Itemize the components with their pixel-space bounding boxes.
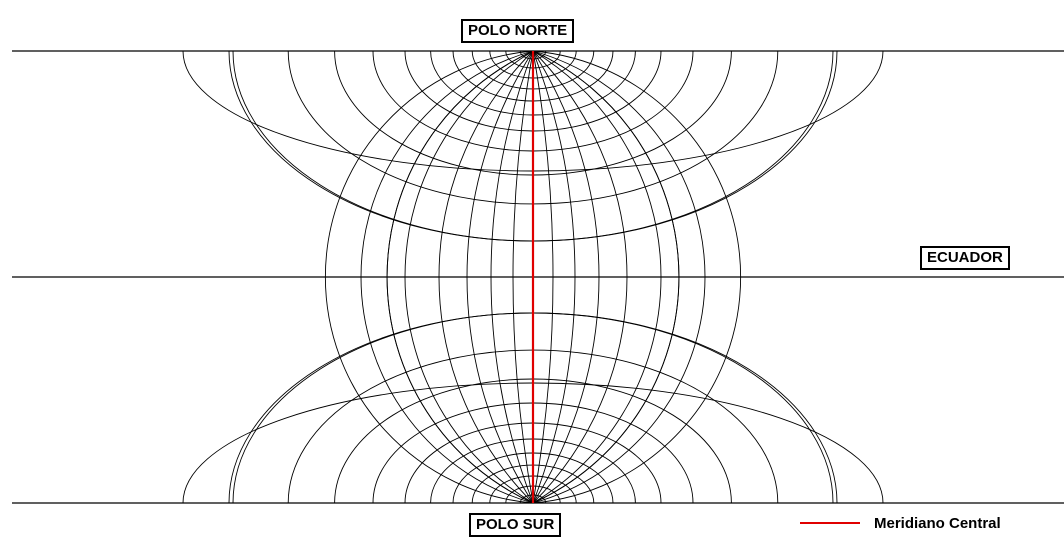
central-meridian-legend-swatch (800, 522, 860, 524)
central-meridian-legend-label: Meridiano Central (874, 514, 1001, 532)
legend: Meridiano Central (800, 512, 1001, 534)
south-pole-label: POLO SUR (469, 513, 562, 537)
equator-label: ECUADOR (920, 246, 1010, 270)
north-pole-label: POLO NORTE (461, 19, 575, 43)
